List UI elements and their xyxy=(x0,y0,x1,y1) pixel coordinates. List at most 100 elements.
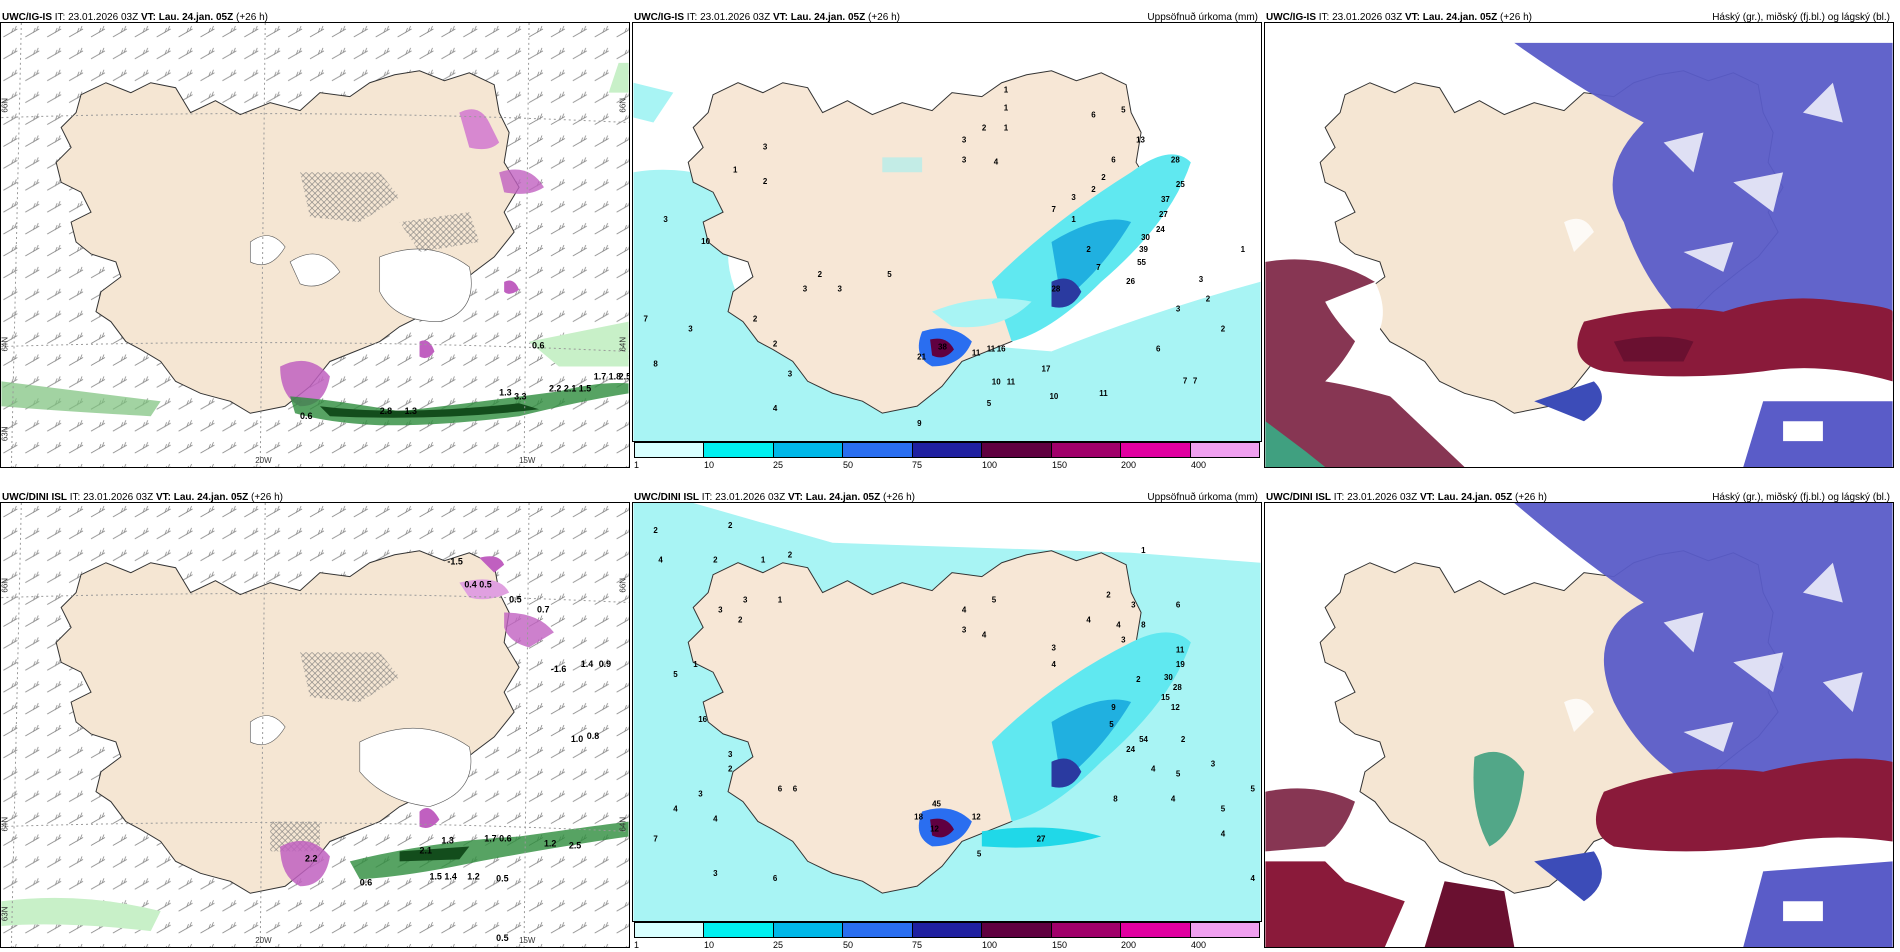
svg-text:1.3: 1.3 xyxy=(441,835,453,845)
svg-text:4: 4 xyxy=(658,556,663,565)
svg-text:26: 26 xyxy=(1126,277,1135,286)
svg-text:2: 2 xyxy=(728,765,733,774)
svg-text:0.5: 0.5 xyxy=(509,595,521,605)
svg-text:11: 11 xyxy=(972,348,981,357)
svg-text:0.7: 0.7 xyxy=(537,605,549,615)
svg-text:2.2: 2.2 xyxy=(305,853,317,863)
cloud-map[interactable] xyxy=(1264,502,1894,948)
svg-text:2: 2 xyxy=(1091,185,1096,194)
cloud-map[interactable] xyxy=(1264,22,1894,468)
svg-text:12: 12 xyxy=(930,824,939,833)
svg-text:4: 4 xyxy=(962,605,967,614)
svg-text:11: 11 xyxy=(1176,645,1185,654)
svg-text:0.8: 0.8 xyxy=(587,731,599,741)
svg-text:8: 8 xyxy=(1141,620,1146,629)
svg-text:2: 2 xyxy=(738,615,743,624)
svg-text:3: 3 xyxy=(1211,760,1216,769)
svg-text:7: 7 xyxy=(643,315,648,324)
svg-text:0.6: 0.6 xyxy=(499,833,511,843)
svg-text:4: 4 xyxy=(1052,660,1057,669)
svg-text:5: 5 xyxy=(1251,785,1256,794)
svg-text:3.3: 3.3 xyxy=(514,391,526,401)
svg-text:39: 39 xyxy=(1139,245,1148,254)
svg-text:25: 25 xyxy=(1176,180,1185,189)
svg-text:-1.5: -1.5 xyxy=(447,557,462,567)
legend-swatch xyxy=(773,923,844,937)
svg-text:11: 11 xyxy=(987,344,996,353)
svg-text:64N: 64N xyxy=(619,817,628,832)
svg-text:1.7: 1.7 xyxy=(594,371,606,381)
svg-text:4: 4 xyxy=(994,157,999,166)
svg-text:3: 3 xyxy=(838,285,843,294)
svg-text:2: 2 xyxy=(1221,325,1226,334)
legend-swatch xyxy=(982,443,1052,457)
svg-text:7: 7 xyxy=(1052,205,1057,214)
svg-text:3: 3 xyxy=(962,625,967,634)
svg-text:5: 5 xyxy=(992,596,997,605)
svg-text:5: 5 xyxy=(887,270,892,279)
svg-text:55: 55 xyxy=(1137,258,1146,267)
svg-text:0.6: 0.6 xyxy=(532,341,544,351)
wind-map[interactable]: 0.6 1.7 1.8 2.2 2.1 1.5 1.3 2.5 1.3 2.8 … xyxy=(0,22,630,468)
svg-text:37: 37 xyxy=(1161,195,1170,204)
svg-text:10: 10 xyxy=(1050,392,1059,401)
wind-map[interactable]: -1.5 0.4 0.5 0.5 0.7 1.4 0.9 -1.6 1.0 0.… xyxy=(0,502,630,948)
svg-text:5: 5 xyxy=(1109,720,1114,729)
svg-text:2: 2 xyxy=(763,177,768,186)
svg-text:6: 6 xyxy=(773,874,778,883)
precip-map[interactable]: 2 2 4 2 3 1 5 1 2 3 1 2 4 3 4 5 3 4 4 2 … xyxy=(632,502,1262,922)
svg-text:16: 16 xyxy=(698,715,707,724)
svg-text:4: 4 xyxy=(1171,795,1176,804)
legend-swatch xyxy=(1121,443,1191,457)
svg-text:2: 2 xyxy=(753,315,758,324)
svg-text:24: 24 xyxy=(1156,225,1165,234)
svg-text:30: 30 xyxy=(1164,673,1173,682)
svg-text:1: 1 xyxy=(778,596,783,605)
svg-text:2.2: 2.2 xyxy=(549,383,561,393)
svg-text:1.5: 1.5 xyxy=(579,383,591,393)
svg-text:12: 12 xyxy=(972,812,981,821)
svg-text:2: 2 xyxy=(653,526,658,535)
svg-text:1: 1 xyxy=(1241,245,1246,254)
svg-text:6: 6 xyxy=(793,785,798,794)
panel-title: Háský (gr.), miðský (fj.bl.) og lágský (… xyxy=(1712,492,1890,503)
svg-text:1.2: 1.2 xyxy=(467,871,479,881)
svg-text:6: 6 xyxy=(1091,111,1096,120)
svg-text:5: 5 xyxy=(1221,805,1226,814)
svg-text:3: 3 xyxy=(1121,635,1126,644)
svg-text:1: 1 xyxy=(1004,86,1009,95)
svg-text:38: 38 xyxy=(938,342,947,351)
svg-text:28: 28 xyxy=(1052,285,1061,294)
svg-text:4: 4 xyxy=(1086,615,1091,624)
svg-text:17: 17 xyxy=(1042,364,1051,373)
svg-text:27: 27 xyxy=(1159,210,1168,219)
svg-text:11: 11 xyxy=(1099,389,1108,398)
svg-text:0.9: 0.9 xyxy=(599,659,611,669)
svg-text:1: 1 xyxy=(733,165,738,174)
svg-text:24: 24 xyxy=(1126,745,1135,754)
svg-text:4: 4 xyxy=(1151,765,1156,774)
svg-text:15: 15 xyxy=(1161,693,1170,702)
precip-map[interactable]: 1 1 3 2 1 3 4 6 5 13 28 25 37 27 24 30 3… xyxy=(632,22,1262,442)
panel-dini-clouds: UWC/DINI ISL IT: 23.01.2026 03Z VT: Lau.… xyxy=(1264,488,1894,952)
svg-text:0.6: 0.6 xyxy=(360,877,372,887)
legend-swatch xyxy=(1051,923,1122,937)
svg-text:3: 3 xyxy=(962,135,967,144)
legend-swatch xyxy=(1190,923,1259,937)
svg-text:64N: 64N xyxy=(619,337,628,352)
svg-text:4: 4 xyxy=(1251,874,1256,883)
svg-text:3: 3 xyxy=(728,750,733,759)
svg-text:63N: 63N xyxy=(0,426,9,441)
svg-text:2.5: 2.5 xyxy=(619,371,630,381)
svg-text:1.5: 1.5 xyxy=(429,871,441,881)
panel-header: UWC/DINI ISL IT: 23.01.2026 03Z VT: Lau.… xyxy=(1266,492,1547,503)
panel-dini-precip: UWC/DINI ISL IT: 23.01.2026 03Z VT: Lau.… xyxy=(632,488,1262,952)
panel-header: UWC/IG-IS IT: 23.01.2026 03Z VT: Lau. 24… xyxy=(634,12,900,23)
panel-header: UWC/IG-IS IT: 23.01.2026 03Z VT: Lau. 24… xyxy=(1266,12,1532,23)
svg-text:2: 2 xyxy=(982,123,987,132)
svg-text:1: 1 xyxy=(693,660,698,669)
svg-text:15W: 15W xyxy=(519,456,536,465)
svg-text:1.3: 1.3 xyxy=(405,406,417,416)
panel-ig-wind: UWC/IG-IS IT: 23.01.2026 03Z VT: Lau. 24… xyxy=(0,8,630,472)
svg-text:1: 1 xyxy=(761,556,766,565)
